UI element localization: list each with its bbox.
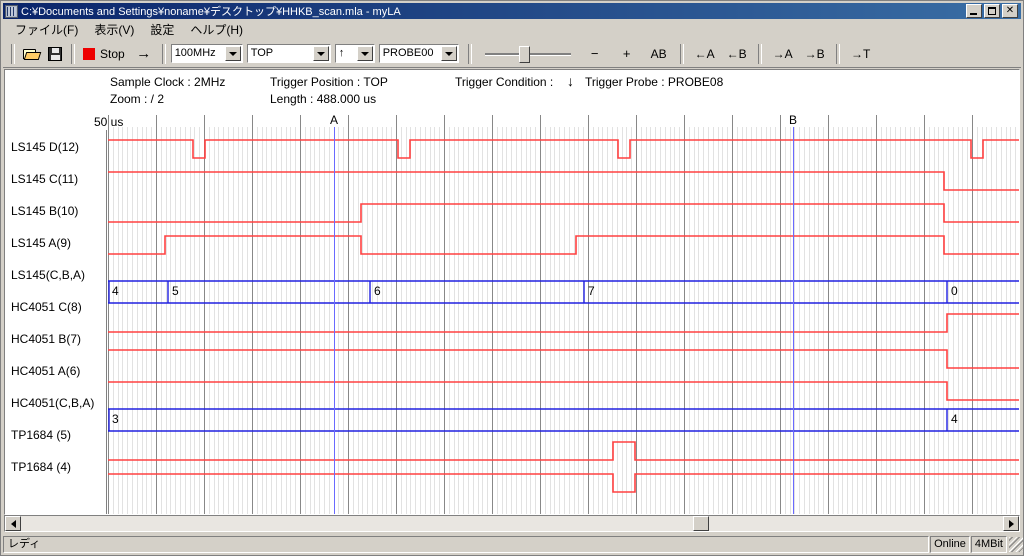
menu-item-settings[interactable]: 設定 bbox=[150, 23, 175, 37]
zoom-slider[interactable] bbox=[483, 43, 573, 65]
chevron-down-icon[interactable] bbox=[312, 46, 329, 61]
stop-button-label: Stop bbox=[100, 46, 125, 61]
floppy-disk-icon bbox=[47, 46, 62, 61]
resize-grip[interactable] bbox=[1009, 537, 1023, 552]
stop-icon bbox=[83, 47, 95, 60]
scroll-left-button[interactable] bbox=[5, 516, 21, 531]
status-memory: 4MBit bbox=[970, 536, 1007, 553]
status-connection: Online bbox=[930, 536, 970, 553]
menu-item-help[interactable]: ヘルプ(H) bbox=[190, 23, 244, 37]
toolbar-separator bbox=[11, 43, 15, 64]
cursor-a-label: A bbox=[330, 115, 339, 127]
channel-label-column: LS145 D(12) LS145 C(11) LS145 B(10) LS14… bbox=[5, 130, 107, 514]
toolbar-separator bbox=[835, 43, 840, 64]
bus-value-hc4051-1: 4 bbox=[951, 412, 958, 426]
menu-item-file[interactable]: ファイル(F) bbox=[15, 23, 79, 37]
info-trigger-position: Trigger Position : TOP bbox=[270, 75, 388, 89]
trigger-probe-select[interactable]: PROBE00 bbox=[378, 44, 459, 63]
zoom-out-button[interactable]: − bbox=[590, 46, 599, 61]
trigger-position-select[interactable]: TOP bbox=[246, 44, 331, 63]
channel-label-hc4051-b7[interactable]: HC4051 B(7) bbox=[11, 332, 82, 346]
bus-value-ls145-4: 0 bbox=[951, 284, 958, 298]
waveform-canvas[interactable]: 4 5 6 7 0 3 4 A B bbox=[108, 115, 1019, 514]
minimize-button[interactable] bbox=[966, 4, 982, 18]
waveform-panel: Sample Clock : 2MHz Zoom : / 2 Trigger P… bbox=[4, 69, 1020, 515]
goto-prev-a-button[interactable]: ←A bbox=[694, 46, 715, 61]
stop-button[interactable]: Stop bbox=[80, 45, 131, 63]
cursor-b-label: B bbox=[789, 115, 798, 127]
open-folder-icon bbox=[23, 47, 40, 60]
channel-label-hc4051-c8[interactable]: HC4051 C(8) bbox=[11, 300, 82, 314]
save-button[interactable] bbox=[43, 43, 66, 65]
channel-label-hc4051-a6[interactable]: HC4051 A(6) bbox=[11, 364, 81, 378]
trigger-edge-value: ↑ bbox=[338, 47, 345, 59]
waveform-grid bbox=[108, 115, 1019, 514]
chevron-down-icon[interactable] bbox=[440, 46, 457, 61]
goto-next-b-button[interactable]: →B bbox=[804, 46, 825, 61]
channel-label-ls145-c11[interactable]: LS145 C(11) bbox=[11, 172, 79, 186]
close-icon: ✕ bbox=[1005, 5, 1015, 16]
horizontal-scrollbar[interactable] bbox=[4, 515, 1020, 532]
toolbar-separator bbox=[161, 43, 166, 64]
bus-value-ls145-2: 6 bbox=[374, 284, 381, 298]
step-forward-button[interactable]: → bbox=[136, 45, 152, 62]
app-icon bbox=[5, 4, 18, 18]
signal-traces bbox=[108, 139, 1019, 493]
cursor-a[interactable] bbox=[334, 127, 335, 514]
channel-label-ls145-d12[interactable]: LS145 D(12) bbox=[11, 140, 80, 154]
ab-measure-button[interactable]: AB bbox=[650, 46, 667, 61]
chevron-left-icon bbox=[10, 519, 16, 528]
scrollbar-thumb[interactable] bbox=[693, 516, 709, 531]
title-bar: C:¥Documents and Settings¥noname¥デスクトップ¥… bbox=[3, 3, 1021, 19]
cursor-b[interactable] bbox=[793, 127, 794, 514]
sample-clock-value: 100MHz bbox=[174, 47, 216, 59]
info-sample-clock: Sample Clock : 2MHz bbox=[110, 75, 226, 89]
menu-item-view[interactable]: 表示(V) bbox=[94, 23, 135, 37]
channel-label-ls145-bus[interactable]: LS145(C,B,A) bbox=[11, 268, 86, 282]
close-button[interactable]: ✕ bbox=[1002, 4, 1018, 18]
zoom-in-button[interactable]: + bbox=[622, 46, 631, 61]
bus-value-ls145-3: 7 bbox=[588, 284, 595, 298]
goto-trigger-button[interactable]: →T bbox=[851, 46, 871, 61]
open-button[interactable] bbox=[20, 43, 43, 65]
sample-clock-select[interactable]: 100MHz bbox=[170, 44, 243, 63]
status-bar: レディ Online 4MBit bbox=[3, 535, 1023, 554]
toolbar: Stop → 100MHz TOP ↑ PROBE00 − + AB ←A bbox=[3, 40, 1021, 68]
info-trigger-probe: Trigger Probe : PROBE08 bbox=[585, 75, 724, 89]
bus-value-ls145-1: 5 bbox=[172, 284, 179, 298]
capture-info: Sample Clock : 2MHz Zoom : / 2 Trigger P… bbox=[5, 70, 1019, 114]
goto-next-a-button[interactable]: →A bbox=[772, 46, 793, 61]
channel-label-tp1684-4[interactable]: TP1684 (4) bbox=[11, 460, 72, 474]
status-message: レディ bbox=[3, 536, 930, 553]
maximize-button[interactable] bbox=[984, 4, 1000, 18]
trigger-falling-edge-icon: ↓ bbox=[567, 73, 574, 89]
toolbar-separator bbox=[679, 43, 684, 64]
info-trigger-condition: Trigger Condition : bbox=[455, 75, 554, 89]
scroll-right-button[interactable] bbox=[1003, 516, 1019, 531]
channel-label-hc4051-bus[interactable]: HC4051(C,B,A) bbox=[11, 396, 95, 410]
info-length: Length : 488.000 us bbox=[270, 92, 377, 106]
channel-label-ls145-a9[interactable]: LS145 A(9) bbox=[11, 236, 72, 250]
trigger-edge-select[interactable]: ↑ bbox=[334, 44, 375, 63]
trigger-probe-value: PROBE00 bbox=[382, 47, 434, 59]
chevron-right-icon bbox=[1008, 519, 1014, 528]
trigger-position-value: TOP bbox=[250, 47, 274, 59]
bus-value-hc4051-0: 3 bbox=[112, 412, 119, 426]
chevron-down-icon[interactable] bbox=[356, 46, 373, 61]
channel-label-tp1684-5[interactable]: TP1684 (5) bbox=[11, 428, 72, 442]
toolbar-separator bbox=[757, 43, 762, 64]
bus-value-ls145-0: 4 bbox=[112, 284, 119, 298]
menu-bar: ファイル(F) 表示(V) 設定 ヘルプ(H) bbox=[3, 20, 1021, 39]
zoom-slider-thumb[interactable] bbox=[518, 45, 530, 63]
window-controls: ✕ bbox=[966, 4, 1018, 18]
scrollbar-track[interactable] bbox=[21, 516, 1003, 531]
chevron-down-icon[interactable] bbox=[224, 46, 241, 61]
info-zoom: Zoom : / 2 bbox=[110, 92, 165, 106]
toolbar-separator bbox=[467, 43, 472, 64]
goto-prev-b-button[interactable]: ←B bbox=[726, 46, 747, 61]
channel-label-ls145-b10[interactable]: LS145 B(10) bbox=[11, 204, 79, 218]
toolbar-separator bbox=[71, 43, 75, 64]
window-title: C:¥Documents and Settings¥noname¥デスクトップ¥… bbox=[21, 6, 401, 18]
